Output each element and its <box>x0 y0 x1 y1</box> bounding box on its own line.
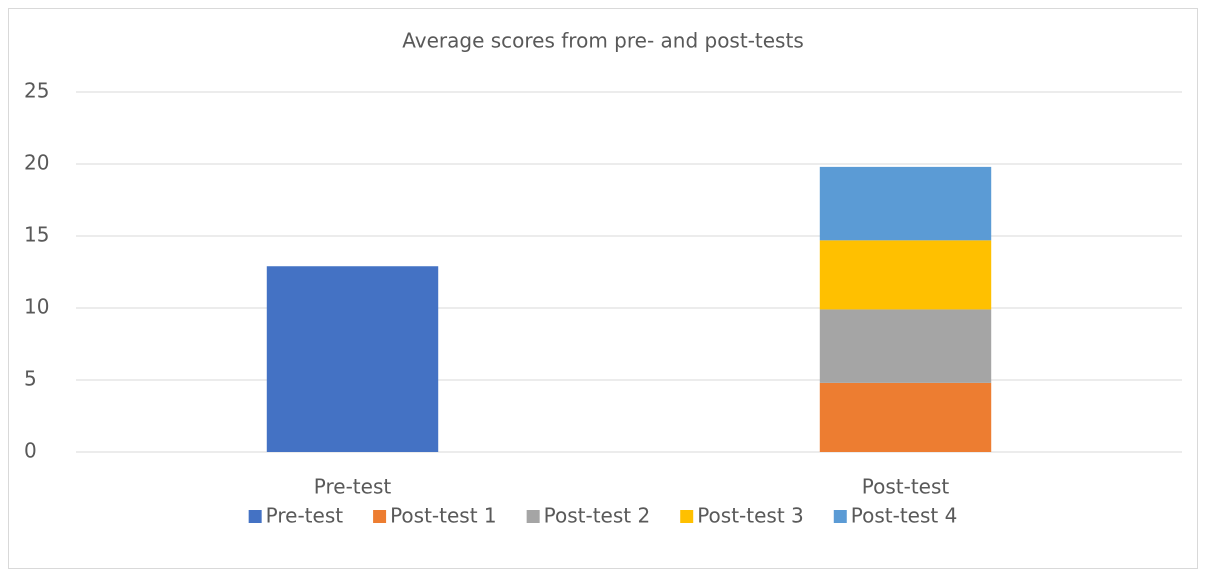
legend-swatch <box>248 510 262 523</box>
legend-label: Post-test 1 <box>390 504 497 528</box>
y-tick-label: 10 <box>24 295 49 319</box>
bar-segment <box>266 266 439 452</box>
chart-border <box>8 8 1198 569</box>
y-tick-label: 5 <box>24 367 37 391</box>
bar-segment <box>819 382 992 452</box>
bar-segment <box>819 240 992 310</box>
y-tick-label: 25 <box>24 79 49 103</box>
legend-swatch <box>526 510 540 523</box>
legend-label: Post-test 2 <box>544 504 651 528</box>
bar-segment <box>819 166 992 241</box>
legend-swatch <box>680 510 694 523</box>
x-tick-label: Post-test <box>862 475 950 499</box>
y-tick-label: 15 <box>24 223 49 247</box>
chart-title: Average scores from pre- and post-tests <box>402 29 803 53</box>
legend-swatch <box>833 510 847 523</box>
legend-label: Post-test 4 <box>851 504 958 528</box>
x-tick-label: Pre-test <box>314 475 392 499</box>
y-tick-label: 0 <box>24 439 37 463</box>
legend-label: Post-test 3 <box>697 504 804 528</box>
legend-swatch <box>373 510 387 523</box>
bar-segment <box>819 309 992 383</box>
legend-label: Pre-test <box>266 504 344 528</box>
y-tick-label: 20 <box>24 151 49 175</box>
